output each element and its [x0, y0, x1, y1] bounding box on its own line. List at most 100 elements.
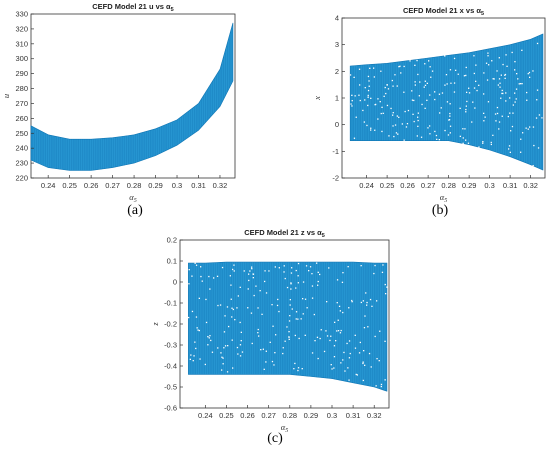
- band-gap: [394, 124, 397, 126]
- x-tick-label: 0.3: [172, 181, 182, 190]
- data-band: [188, 261, 388, 392]
- y-tick-label: -0.5: [164, 383, 177, 392]
- band-gap: [413, 99, 415, 102]
- band-gap: [406, 123, 409, 125]
- band-gap: [453, 82, 456, 84]
- band-gap: [348, 357, 351, 359]
- band-gap: [366, 301, 368, 304]
- band-gap: [526, 99, 528, 101]
- band-gap: [444, 55, 446, 57]
- y-tick-label: -2: [332, 174, 339, 183]
- band-gap: [298, 337, 300, 340]
- band-gap: [347, 367, 349, 369]
- y-tick-label: -0.3: [164, 341, 177, 350]
- band-gap: [226, 371, 229, 373]
- band-gap: [483, 120, 485, 122]
- y-tick-label: 2: [335, 67, 339, 76]
- band-gap: [360, 265, 362, 267]
- band-gap: [240, 331, 242, 333]
- band-gap: [362, 109, 364, 112]
- band-gap: [398, 116, 400, 118]
- band-gap: [278, 267, 280, 269]
- band-gap: [348, 340, 351, 342]
- band-gap: [275, 334, 277, 336]
- band-gap: [516, 73, 518, 75]
- band-gap: [478, 146, 480, 148]
- band-gap: [417, 112, 419, 114]
- band-gap: [261, 313, 263, 315]
- band-gap: [500, 97, 502, 99]
- band-gap: [376, 358, 378, 360]
- band-gap: [234, 319, 236, 321]
- band-gap: [474, 107, 476, 109]
- band-gap: [358, 94, 360, 96]
- y-tick-label: 3: [335, 40, 339, 49]
- band-gap: [265, 292, 268, 294]
- band-gap: [367, 75, 370, 78]
- band-gap: [258, 335, 260, 337]
- y-tick-label: 220: [15, 174, 28, 183]
- x-tick-label: 0.28: [127, 181, 142, 190]
- band-gap: [358, 68, 361, 70]
- band-gap: [297, 369, 299, 372]
- band-gap: [380, 383, 383, 386]
- band-gap: [259, 290, 261, 292]
- band-gap: [497, 84, 499, 86]
- band-gap: [506, 65, 508, 67]
- band-gap: [344, 370, 346, 372]
- band-gap: [347, 266, 349, 268]
- band-gap: [434, 130, 436, 133]
- band-gap: [194, 262, 196, 264]
- band-gap: [265, 361, 267, 363]
- band-gap: [294, 334, 296, 337]
- band-gap: [391, 79, 393, 82]
- band-gap: [330, 364, 332, 366]
- band-gap: [349, 352, 351, 355]
- band-gap: [496, 70, 498, 72]
- band-gap: [490, 143, 492, 146]
- band-gap: [188, 269, 190, 271]
- band-gap: [414, 64, 416, 66]
- band-gap: [354, 95, 356, 97]
- band-gap: [250, 312, 253, 314]
- band-gap: [521, 83, 523, 85]
- x-tick-label: 0.28: [282, 411, 297, 420]
- band-gap: [224, 345, 227, 347]
- band-gap: [529, 126, 531, 128]
- band-gap: [508, 148, 510, 150]
- band-gap: [377, 98, 379, 100]
- band-gap: [429, 133, 431, 135]
- band-gap: [417, 116, 419, 118]
- band-gap: [192, 360, 194, 362]
- band-gap: [394, 74, 396, 76]
- band-gap: [501, 115, 503, 117]
- band-gap: [514, 92, 516, 94]
- band-gap: [496, 106, 499, 109]
- band-gap: [240, 340, 242, 342]
- band-gap: [468, 92, 471, 94]
- band-gap: [411, 90, 413, 92]
- band-gap: [376, 300, 378, 302]
- band-gap: [467, 142, 470, 144]
- band-gap: [249, 270, 251, 272]
- caption-c: (c): [267, 431, 283, 446]
- band-gap: [339, 310, 341, 312]
- band-gap: [459, 135, 461, 137]
- y-tick-label: 310: [15, 39, 28, 48]
- y-tick-label: 4: [335, 14, 339, 23]
- band-gap: [232, 308, 234, 311]
- band-gap: [338, 305, 341, 307]
- band-gap: [448, 119, 450, 121]
- band-gap: [493, 78, 495, 80]
- band-gap: [220, 352, 222, 354]
- band-gap: [440, 107, 442, 109]
- band-gap: [295, 287, 297, 289]
- band-gap: [223, 347, 225, 349]
- band-gap: [401, 123, 403, 125]
- band-gap: [487, 55, 489, 57]
- band-gap: [367, 326, 369, 328]
- x-tick-label: 0.24: [41, 181, 56, 190]
- band-gap: [351, 105, 353, 107]
- chart-panel-b: 0.24 0.25 0.26 0.27 0.28 0.29 0.3 0.31 0.32 -2 -1 0…: [275, 0, 550, 220]
- band-gap: [342, 272, 344, 274]
